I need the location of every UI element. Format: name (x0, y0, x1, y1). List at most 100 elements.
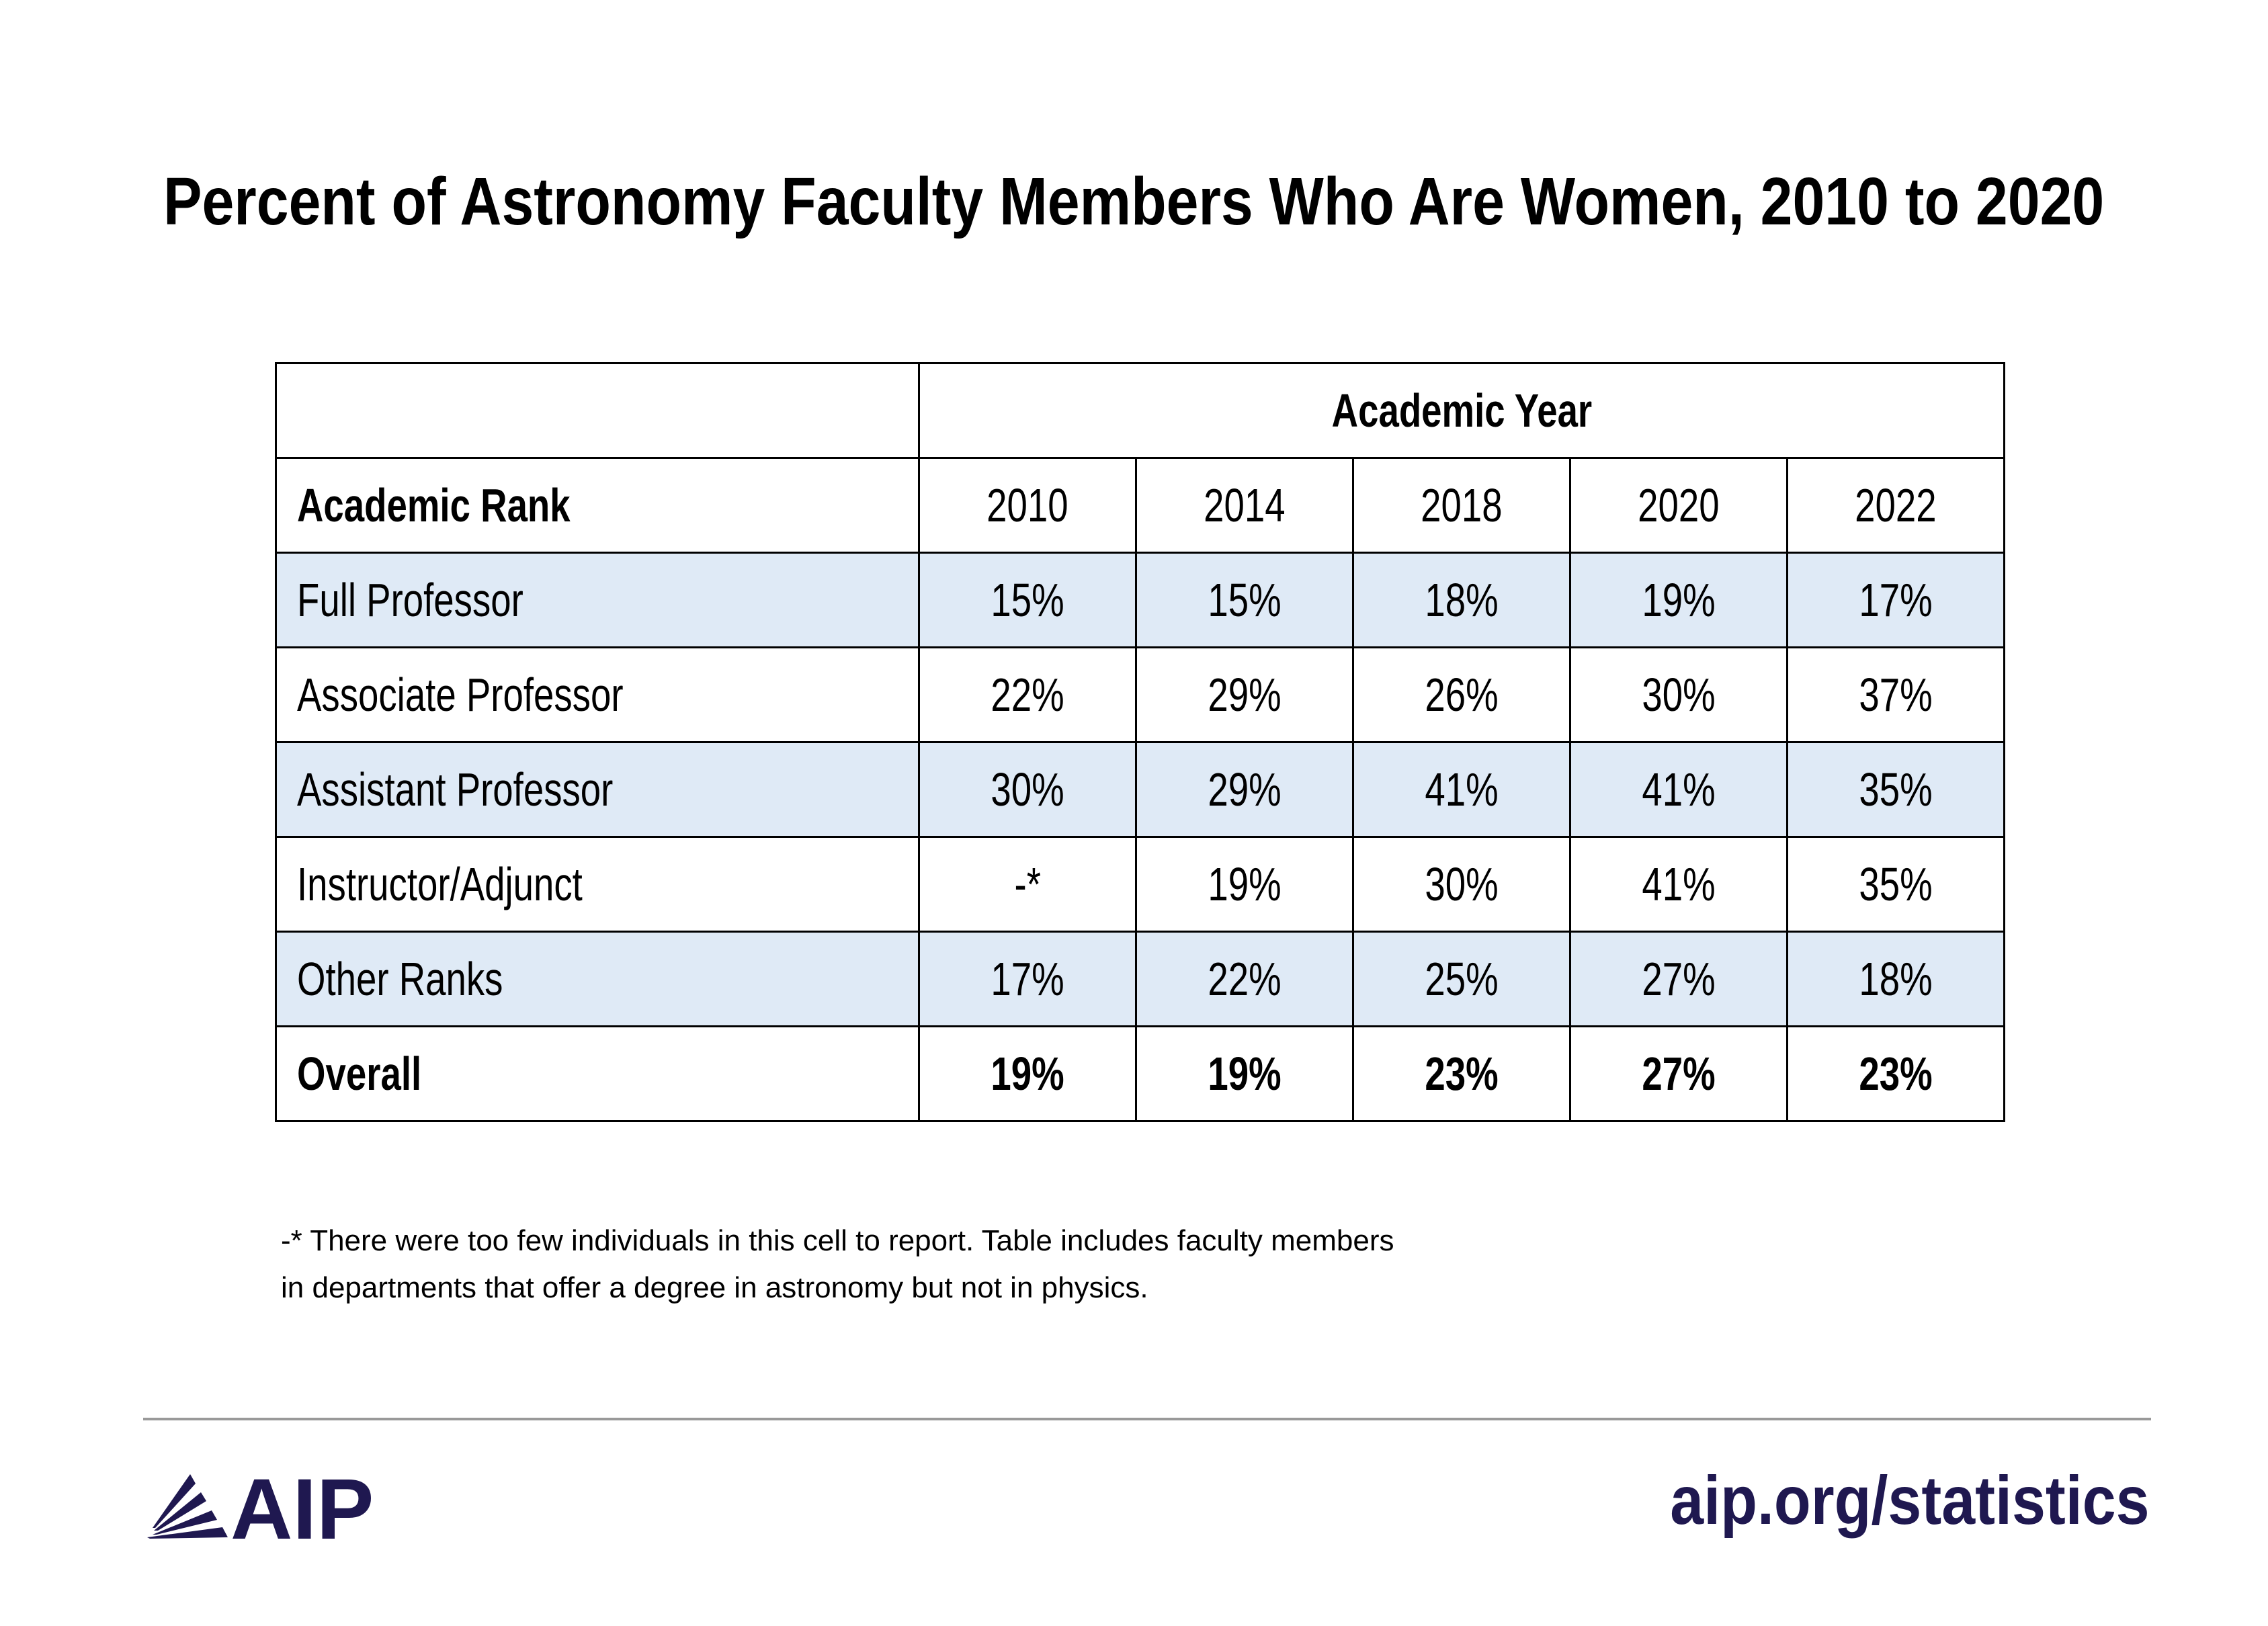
rank-cell: Associate Professor (275, 646, 920, 743)
logo-text: AIP (230, 1471, 374, 1545)
value-cell: 27% (1569, 931, 1788, 1027)
value-cell: 29% (1135, 741, 1354, 838)
value-cell: 26% (1352, 646, 1571, 743)
table-row: Other Ranks 17% 22% 25% 27% 18% (275, 931, 2005, 1027)
page-title: Percent of Astronomy Faculty Members Who… (0, 161, 2268, 242)
table-row: Assistant Professor 30% 29% 41% 41% 35% (275, 741, 2005, 838)
academic-rank-label: Academic Rank (297, 479, 571, 531)
rank-label: Instructor/Adjunct (297, 858, 583, 910)
value-text: 15% (991, 574, 1064, 626)
value-cell: 22% (918, 646, 1137, 743)
value-text: 41% (1642, 763, 1716, 816)
value-cell: 35% (1786, 741, 2005, 838)
aip-logo: AIP (147, 1471, 374, 1545)
value-text: 41% (1642, 858, 1716, 910)
value-cell: 41% (1569, 836, 1788, 933)
value-cell: 41% (1352, 741, 1571, 838)
value-cell: 19% (1135, 836, 1354, 933)
academic-rank-header: Academic Rank (275, 457, 920, 554)
value-cell: 41% (1569, 741, 1788, 838)
value-cell: 23% (1786, 1025, 2005, 1122)
value-cell: 30% (1352, 836, 1571, 933)
value-cell: 22% (1135, 931, 1354, 1027)
rank-cell: Full Professor (275, 552, 920, 648)
value-cell: 37% (1786, 646, 2005, 743)
value-cell: 19% (1135, 1025, 1354, 1122)
value-text: 22% (1208, 953, 1282, 1005)
table-row: Associate Professor 22% 29% 26% 30% 37% (275, 646, 2005, 743)
value-text: 18% (1425, 574, 1499, 626)
academic-year-header: Academic Year (918, 362, 2005, 459)
value-cell: 35% (1786, 836, 2005, 933)
footnote-line: -* There were too few individuals in thi… (281, 1224, 1394, 1257)
value-cell: 18% (1786, 931, 2005, 1027)
value-text: 17% (1859, 574, 1933, 626)
year-header: 2018 (1352, 457, 1571, 554)
value-cell: 30% (918, 741, 1137, 838)
value-text: 30% (1642, 669, 1716, 721)
value-text: 29% (1208, 669, 1282, 721)
rank-cell: Overall (275, 1025, 920, 1122)
value-cell: 18% (1352, 552, 1571, 648)
value-text: 18% (1859, 953, 1933, 1005)
year-header: 2020 (1569, 457, 1788, 554)
footnote-line: in departments that offer a degree in as… (281, 1271, 1148, 1304)
header-row-years: Academic Rank 2010 2014 2018 2020 2022 (275, 457, 2005, 554)
value-cell: 15% (1135, 552, 1354, 648)
rank-label: Overall (297, 1047, 422, 1100)
year-header: 2010 (918, 457, 1137, 554)
footnote: -* There were too few individuals in thi… (281, 1217, 1394, 1312)
value-cell: -* (918, 836, 1137, 933)
website-url[interactable]: aip.org/statistics (1605, 1461, 2150, 1540)
value-text: -* (1014, 858, 1041, 910)
footer-divider (143, 1418, 2151, 1420)
value-cell: 19% (918, 1025, 1137, 1122)
value-text: 41% (1425, 763, 1499, 816)
year-label: 2010 (986, 479, 1068, 531)
value-cell: 25% (1352, 931, 1571, 1027)
rank-cell: Instructor/Adjunct (275, 836, 920, 933)
value-text: 35% (1859, 763, 1933, 816)
value-cell: 17% (1786, 552, 2005, 648)
value-cell: 27% (1569, 1025, 1788, 1122)
value-text: 25% (1425, 953, 1499, 1005)
year-label: 2014 (1204, 479, 1286, 531)
year-header: 2022 (1786, 457, 2005, 554)
value-text: 37% (1859, 669, 1933, 721)
rank-cell: Assistant Professor (275, 741, 920, 838)
value-cell: 15% (918, 552, 1137, 648)
empty-corner-cell (275, 362, 920, 459)
value-cell: 19% (1569, 552, 1788, 648)
value-text: 27% (1642, 953, 1716, 1005)
value-text: 29% (1208, 763, 1282, 816)
value-text: 22% (991, 669, 1064, 721)
value-text: 17% (991, 953, 1064, 1005)
value-text: 15% (1208, 574, 1282, 626)
year-label: 2022 (1855, 479, 1937, 531)
rank-cell: Other Ranks (275, 931, 920, 1027)
value-cell: 17% (918, 931, 1137, 1027)
rank-label: Associate Professor (297, 669, 624, 721)
year-header: 2014 (1135, 457, 1354, 554)
value-text: 19% (1208, 1047, 1282, 1100)
academic-year-label: Academic Year (1331, 384, 1592, 437)
website-url-text[interactable]: aip.org/statistics (1670, 1462, 2150, 1539)
title-text: Percent of Astronomy Faculty Members Who… (163, 164, 2105, 239)
value-text: 23% (1425, 1047, 1499, 1100)
data-table: Academic Year Academic Rank 2010 2014 20… (275, 362, 2005, 1122)
value-text: 35% (1859, 858, 1933, 910)
rank-label: Other Ranks (297, 953, 503, 1005)
value-cell: 30% (1569, 646, 1788, 743)
value-text: 19% (1642, 574, 1716, 626)
value-text: 19% (1208, 858, 1282, 910)
value-cell: 29% (1135, 646, 1354, 743)
table-row: Instructor/Adjunct -* 19% 30% 41% 35% (275, 836, 2005, 933)
table-row: Overall 19% 19% 23% 27% 23% (275, 1025, 2005, 1122)
value-text: 30% (1425, 858, 1499, 910)
year-label: 2020 (1638, 479, 1720, 531)
value-text: 23% (1859, 1047, 1933, 1100)
value-text: 30% (991, 763, 1064, 816)
year-label: 2018 (1421, 479, 1503, 531)
header-row-group: Academic Year (275, 362, 2005, 459)
value-text: 27% (1642, 1047, 1716, 1100)
